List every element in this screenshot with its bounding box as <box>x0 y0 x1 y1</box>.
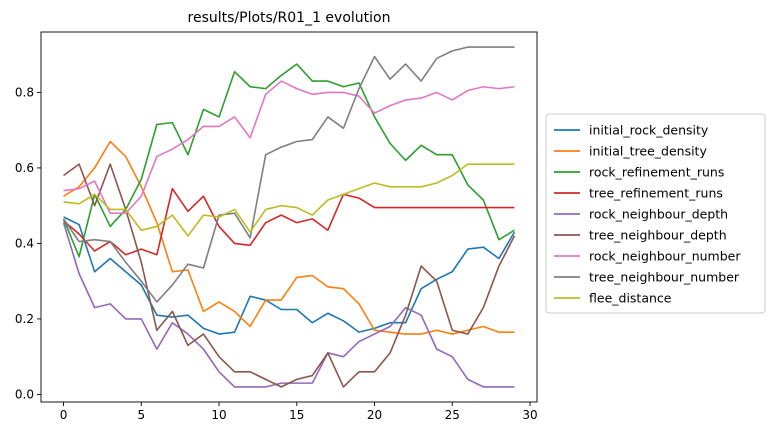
legend-label-rock_refinement_runs: rock_refinement_runs <box>589 165 724 180</box>
legend-label-tree_refinement_runs: tree_refinement_runs <box>589 186 723 201</box>
legend-label-rock_neighbour_number: rock_neighbour_number <box>589 249 741 264</box>
series-line-rock_neighbour_number <box>63 80 515 215</box>
x-tick-label: 30 <box>522 408 537 422</box>
x-tick-label: 0 <box>60 408 68 422</box>
legend-label-initial_rock_density: initial_rock_density <box>589 123 709 138</box>
y-tick-label: 0.8 <box>15 85 34 99</box>
x-axis: 0 5 10 15 20 25 30 <box>60 402 538 422</box>
legend-label-rock_neighbour_depth: rock_neighbour_depth <box>589 207 728 222</box>
y-tick-label: 0.0 <box>15 387 34 401</box>
x-tick-label: 15 <box>289 408 304 422</box>
legend-frame <box>545 113 766 314</box>
x-tick-label: 10 <box>211 408 226 422</box>
legend-label-initial_tree_density: initial_tree_density <box>589 144 707 159</box>
series-line-rock_refinement_runs <box>62 63 515 258</box>
plot-frame <box>40 31 538 403</box>
series-line-tree_neighbour_depth <box>63 163 516 388</box>
series-line-flee_distance <box>63 163 515 237</box>
x-tick-label: 25 <box>445 408 460 422</box>
plot-area <box>40 31 538 403</box>
series-line-initial_rock_density <box>63 216 516 335</box>
y-tick-label: 0.2 <box>15 312 34 326</box>
x-tick-label: 20 <box>367 408 382 422</box>
legend-label-tree_neighbour_depth: tree_neighbour_depth <box>589 228 727 243</box>
y-axis: 0.0 0.2 0.4 0.6 0.8 <box>15 85 41 401</box>
x-tick-label: 5 <box>137 408 145 422</box>
y-tick-label: 0.4 <box>15 236 34 250</box>
legend-label-tree_neighbour_number: tree_neighbour_number <box>589 270 740 285</box>
series-line-tree_refinement_runs <box>63 187 515 256</box>
chart-title: results/Plots/R01_1 evolution <box>188 10 391 26</box>
series-line-rock_neighbour_depth <box>62 222 515 388</box>
y-tick-label: 0.6 <box>15 161 34 175</box>
legend: initial_rock_density initial_tree_density… <box>545 113 766 314</box>
series-line-initial_tree_density <box>63 140 515 335</box>
series-lines <box>62 46 516 388</box>
legend-label-flee_distance: flee_distance <box>589 291 672 306</box>
series-line-tree_neighbour_number <box>62 46 515 303</box>
